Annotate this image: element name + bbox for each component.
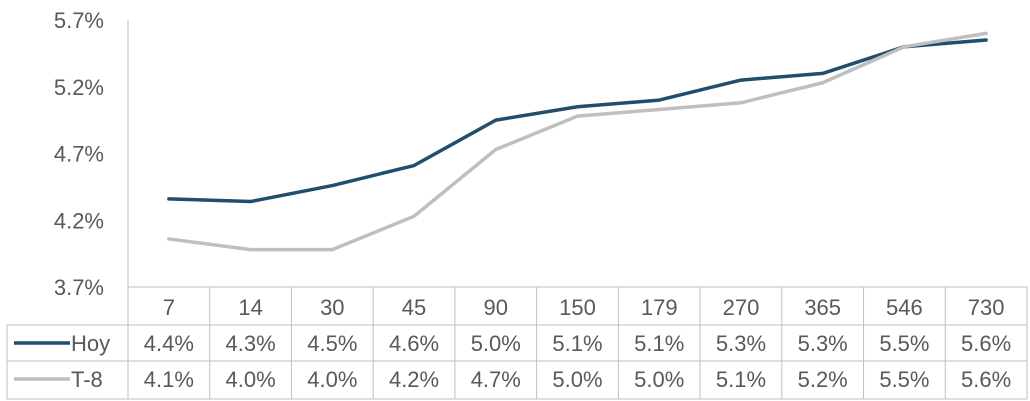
data-table-value: 5.6% <box>961 331 1011 356</box>
data-table-value: 4.3% <box>226 331 276 356</box>
y-tick-label: 3.7% <box>54 275 104 300</box>
x-tick-label: 90 <box>484 295 508 320</box>
data-table-value: 5.0% <box>471 331 521 356</box>
y-tick-label: 5.7% <box>54 8 104 33</box>
x-tick-label: 546 <box>886 295 923 320</box>
x-tick-label: 179 <box>641 295 678 320</box>
data-table-value: 5.6% <box>961 367 1011 392</box>
data-table-value: 5.0% <box>552 367 602 392</box>
data-table-value: 4.0% <box>307 367 357 392</box>
data-table-value: 5.3% <box>716 331 766 356</box>
x-tick-label: 730 <box>968 295 1005 320</box>
data-table-value: 4.2% <box>389 367 439 392</box>
data-table-value: 5.0% <box>634 367 684 392</box>
data-table-value: 4.0% <box>226 367 276 392</box>
y-tick-label: 5.2% <box>54 75 104 100</box>
x-tick-label: 270 <box>723 295 760 320</box>
x-tick-label: 45 <box>402 295 426 320</box>
series-line-hoy <box>167 38 988 204</box>
data-table-value: 5.2% <box>798 367 848 392</box>
x-tick-label: 14 <box>238 295 262 320</box>
series-line-t-8 <box>167 31 988 252</box>
data-table-value: 4.7% <box>471 367 521 392</box>
x-tick-label: 30 <box>320 295 344 320</box>
data-table-value: 5.1% <box>716 367 766 392</box>
data-table-value: 4.1% <box>144 367 194 392</box>
x-tick-label: 365 <box>804 295 841 320</box>
x-tick-label: 150 <box>559 295 596 320</box>
data-table-value: 5.5% <box>879 367 929 392</box>
data-table-value: 5.1% <box>552 331 602 356</box>
data-table-value: 4.6% <box>389 331 439 356</box>
data-table-value: 4.4% <box>144 331 194 356</box>
data-table-value: 5.3% <box>798 331 848 356</box>
y-tick-label: 4.7% <box>54 142 104 167</box>
x-tick-label: 7 <box>163 295 175 320</box>
legend-label: T-8 <box>71 367 103 392</box>
data-table-value: 4.5% <box>307 331 357 356</box>
data-table-value: 5.5% <box>879 331 929 356</box>
data-table-value: 5.1% <box>634 331 684 356</box>
legend-label: Hoy <box>71 331 110 356</box>
y-tick-label: 4.2% <box>54 208 104 233</box>
